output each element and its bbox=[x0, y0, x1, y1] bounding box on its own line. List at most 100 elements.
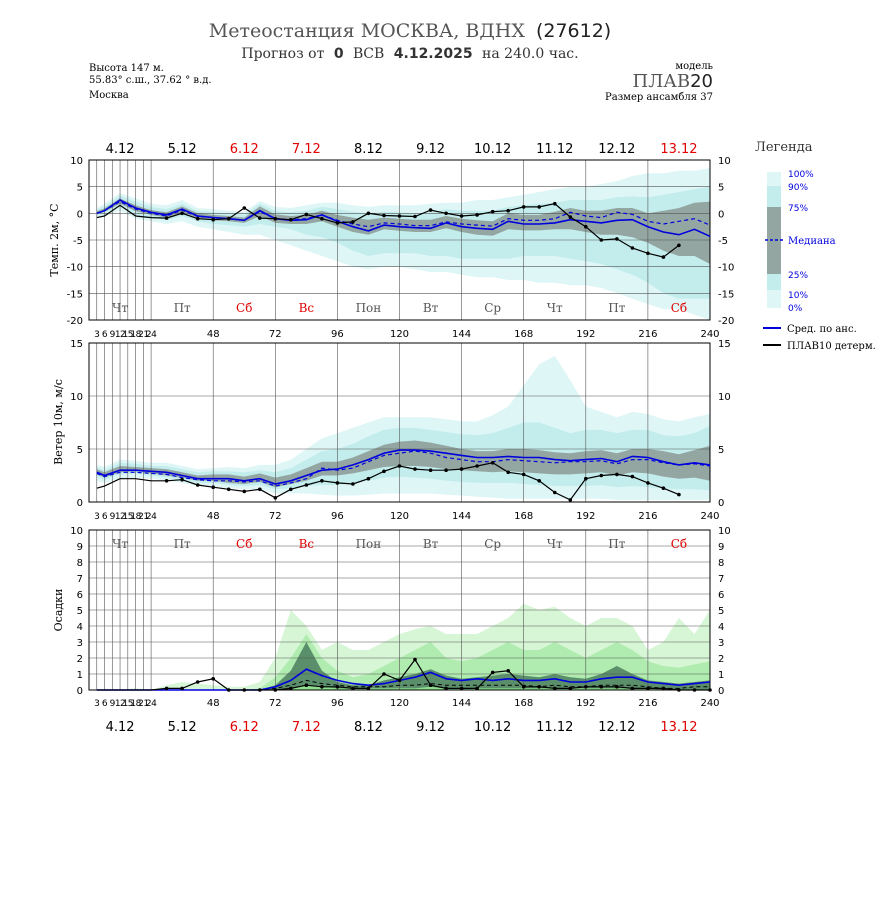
wind-det-point bbox=[428, 468, 433, 473]
top-date-label: 4.12 bbox=[106, 142, 135, 157]
precip-det-point bbox=[475, 686, 479, 691]
wind-det-point bbox=[164, 479, 169, 483]
top-date-label: 13.12 bbox=[660, 142, 697, 157]
temp-x-tick: 18 bbox=[130, 330, 141, 340]
temp-y-tick-right: -10 bbox=[718, 263, 734, 274]
svg-text:Прогноз от 0 ВСВ: Прогноз от 0 ВСВ 4.12.2025 на 240.0 час. bbox=[241, 46, 578, 62]
precip-det-point bbox=[553, 686, 557, 691]
precip-y-tick-right: 10 bbox=[718, 526, 731, 537]
header: Метеостанция МОСКВА, ВДНХ (27612) Прогно… bbox=[89, 20, 714, 103]
precip-weekday-label: Пт bbox=[608, 537, 625, 551]
wind-x-tick: 21 bbox=[138, 512, 148, 522]
wind-x-tick: 18 bbox=[130, 512, 141, 522]
wind-det-point bbox=[211, 485, 215, 490]
temp-y-tick-left: 5 bbox=[77, 183, 83, 194]
top-date-label: 10.12 bbox=[474, 142, 511, 157]
temp-y-tick-right: -15 bbox=[718, 289, 734, 300]
precip-det-point bbox=[630, 686, 635, 691]
temp-x-tick: 120 bbox=[390, 329, 409, 340]
precip-y-tick-right: 6 bbox=[718, 590, 724, 601]
wind-det-point bbox=[180, 477, 184, 482]
legend-p100: 100% bbox=[788, 170, 814, 180]
wind-det-point bbox=[521, 472, 526, 477]
precip-x-tick: 24 bbox=[146, 699, 157, 709]
wind-x-tick: 240 bbox=[700, 511, 719, 522]
svg-text:Метеостанция МОСКВА, ВДНХ: Метеостанция МОСКВА, ВДНХ (27612) bbox=[209, 20, 611, 42]
forecast-prefix: Прогноз от bbox=[241, 46, 324, 62]
precip-y-tick-left: 8 bbox=[77, 558, 83, 569]
temp-x-tick: 96 bbox=[331, 329, 344, 340]
precip-weekday-label: Пон bbox=[356, 537, 382, 551]
precip-det-point bbox=[599, 685, 604, 689]
temp-det-point bbox=[195, 216, 200, 221]
wind-det-point bbox=[553, 490, 557, 495]
temp-det-point bbox=[335, 221, 340, 225]
wind-x-tick: 15 bbox=[123, 512, 133, 522]
temp-weekday-label: Чт bbox=[547, 301, 563, 315]
station-index: (27612) bbox=[536, 20, 611, 42]
wind-det-point bbox=[382, 469, 386, 474]
temp-y-tick-right: 10 bbox=[718, 156, 731, 167]
precip-det-point bbox=[164, 686, 169, 691]
precip-det-point bbox=[646, 686, 650, 691]
precip-x-tick: 18 bbox=[130, 699, 141, 709]
temp-y-tick-left: 0 bbox=[77, 209, 83, 220]
precip-x-tick: 9 bbox=[110, 699, 116, 709]
top-date-label: 9.12 bbox=[416, 142, 445, 157]
temp-x-tick: 216 bbox=[638, 329, 657, 340]
precip-det-point bbox=[335, 685, 340, 689]
precip-det-point bbox=[273, 688, 278, 692]
precip-det-point bbox=[304, 683, 309, 687]
temp-det-point bbox=[537, 205, 541, 209]
temp-det-point bbox=[320, 216, 324, 221]
precip-band-25-75 bbox=[96, 642, 711, 690]
wind-x-tick: 72 bbox=[269, 511, 282, 522]
precip-det-point bbox=[258, 688, 262, 692]
forecast-hour: 0 bbox=[334, 46, 344, 62]
temp-x-tick: 3 bbox=[94, 330, 99, 340]
precip-det-point bbox=[615, 685, 619, 689]
precip-x-tick: 6 bbox=[102, 699, 108, 709]
temp-y-tick-left: -10 bbox=[67, 263, 83, 274]
precip-det-point bbox=[677, 688, 681, 692]
precip-y-tick-left: 1 bbox=[77, 670, 83, 681]
temp-det-point bbox=[568, 215, 573, 219]
wind-det-point bbox=[475, 464, 479, 468]
temp-y-tick-left: -15 bbox=[67, 289, 83, 300]
temp-x-tick: 240 bbox=[700, 329, 719, 340]
wind-det-point bbox=[568, 498, 573, 502]
temp-mean-line bbox=[96, 199, 711, 238]
temp-det-point bbox=[289, 217, 293, 222]
precip-det-point bbox=[521, 685, 526, 689]
wind-median-line bbox=[96, 450, 711, 487]
temp-det-point bbox=[258, 216, 262, 220]
wind-det-point bbox=[195, 483, 200, 487]
wind-x-tick: 24 bbox=[146, 512, 157, 522]
top-date-label: 12.12 bbox=[598, 142, 635, 157]
wind-x-tick: 216 bbox=[638, 511, 657, 522]
temp-y-tick-right: -20 bbox=[718, 316, 734, 327]
temp-weekday-label: Вс bbox=[299, 301, 315, 315]
precip-det-point bbox=[459, 686, 464, 691]
precip-det-point bbox=[490, 670, 495, 675]
wind-det-point bbox=[351, 482, 355, 486]
wind-det-point bbox=[366, 476, 371, 481]
precip-x-tick: 96 bbox=[331, 698, 344, 709]
temp-det-point bbox=[475, 213, 479, 217]
legend-p10: 10% bbox=[788, 291, 808, 301]
temp-det-point bbox=[164, 216, 169, 220]
temp-y-tick-right: -5 bbox=[718, 236, 728, 247]
precip-det-point bbox=[195, 680, 200, 684]
wind-det-point bbox=[413, 467, 417, 471]
wind-y-tick-right: 5 bbox=[718, 445, 724, 456]
legend-p90: 90% bbox=[788, 183, 808, 193]
precip-weekday-label: Чт bbox=[112, 537, 128, 551]
precip-det-point bbox=[584, 685, 588, 689]
bottom-date-label: 13.12 bbox=[660, 720, 697, 735]
temp-det-point bbox=[397, 214, 402, 218]
temp-x-tick: 48 bbox=[207, 329, 220, 340]
temp-median-line bbox=[96, 200, 711, 228]
plot-frame bbox=[88, 529, 711, 691]
